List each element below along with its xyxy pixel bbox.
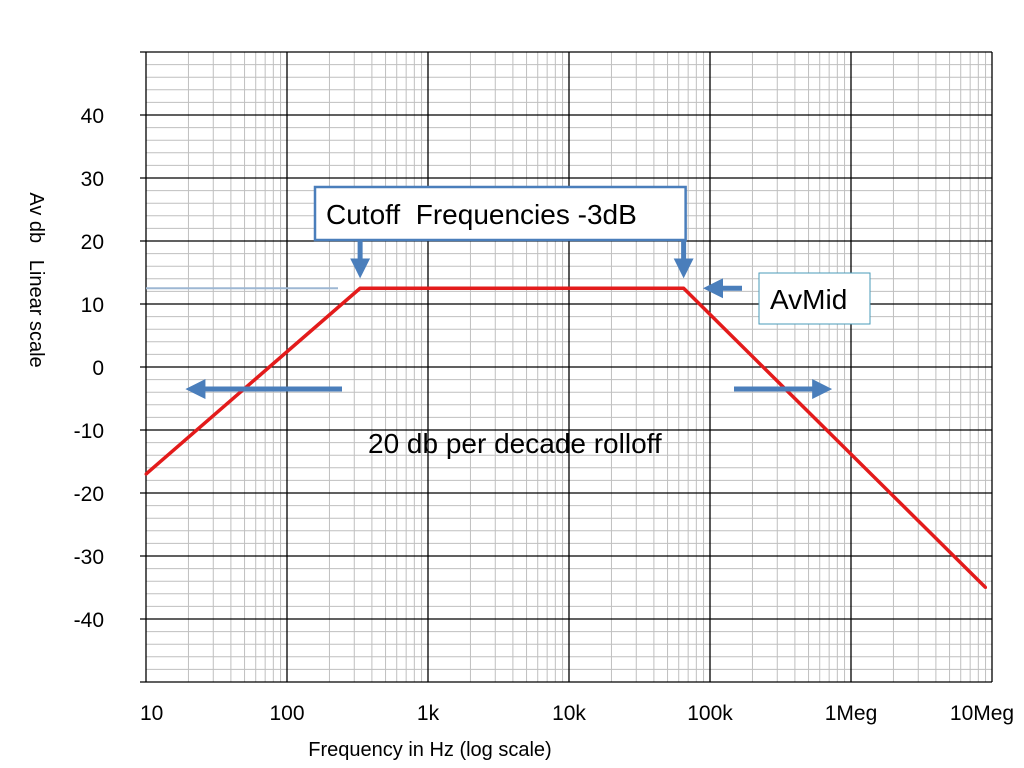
x-tick-label: 10Meg <box>950 702 1014 725</box>
avmid-annotation-text: AvMid <box>770 284 847 315</box>
tick-label-layer: 10 100 1k 10k 100k 1Meg 10Meg403020100-10-20-3… <box>74 105 1014 725</box>
y-tick-label: -10 <box>74 420 104 443</box>
x-tick-label: 10 <box>140 702 163 725</box>
series-point <box>144 472 148 476</box>
cutoff-annotation: Cutoff Frequencies -3dB <box>313 185 694 279</box>
y-tick-label: 30 <box>81 168 104 191</box>
series-point <box>358 286 362 290</box>
y-tick-label: 20 <box>81 231 104 254</box>
y-tick-label: 10 <box>81 294 104 317</box>
cutoff-annotation-box <box>313 185 687 242</box>
series-line <box>144 286 987 589</box>
x-axis-title: Frequency in Hz (log scale) <box>308 739 551 761</box>
x-tick-label: 100 <box>269 702 304 725</box>
x-tick-label: 10k <box>552 702 586 725</box>
y-tick-label: 0 <box>92 357 104 380</box>
x-tick-label: 100k <box>687 702 733 725</box>
y-axis-title: Av db Linear scale <box>25 192 47 367</box>
rolloff-annotation-text: 20 db per decade rolloff <box>368 428 662 459</box>
x-tick-label: 1Meg <box>825 702 878 725</box>
cutoff-annotation-text: Cutoff Frequencies -3dB <box>326 199 637 230</box>
series-point <box>682 286 686 290</box>
y-tick-label: 40 <box>81 105 104 128</box>
y-tick-label: -40 <box>74 609 104 632</box>
x-tick-label: 1k <box>417 702 440 725</box>
avmid-annotation: AvMid <box>703 272 871 325</box>
major-gridlines <box>140 51 993 683</box>
y-tick-label: -20 <box>74 483 104 506</box>
series-layer <box>144 286 988 589</box>
rolloff-annotation: 20 db per decade rolloff <box>185 379 833 459</box>
y-tick-label: -30 <box>74 546 104 569</box>
avmid-annotation-box <box>758 272 871 325</box>
series-point <box>984 586 988 589</box>
